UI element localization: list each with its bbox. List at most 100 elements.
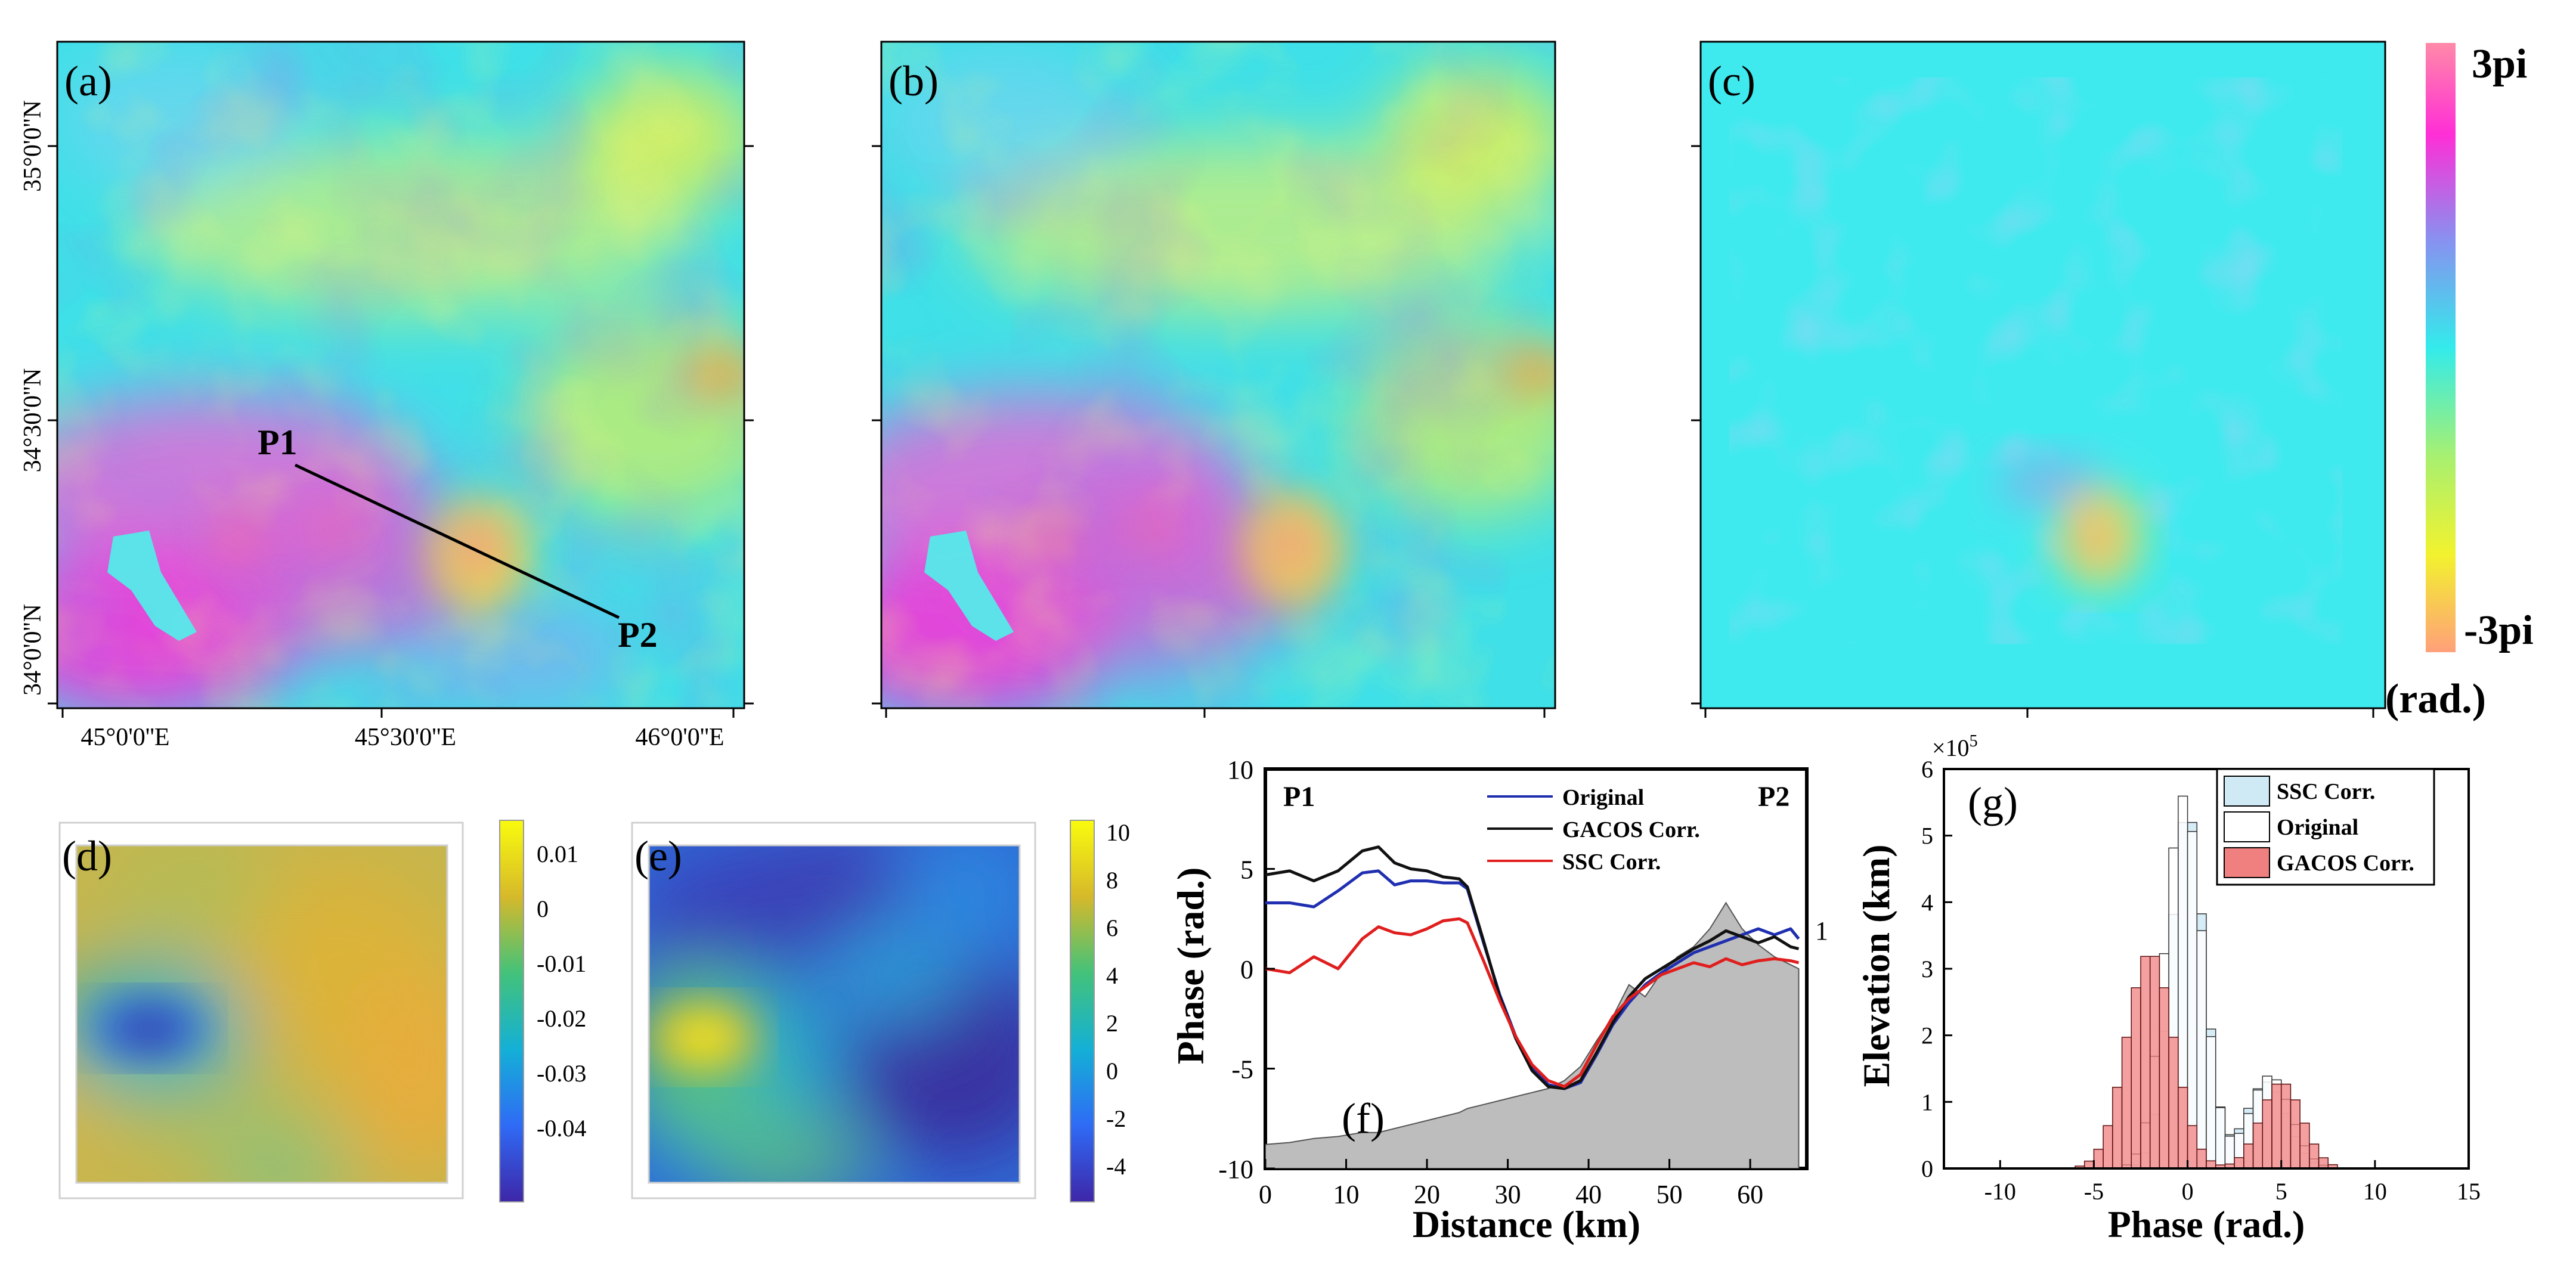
legend-swatch-ssc-hist xyxy=(2224,776,2270,807)
lon-tick-3: 46°0'0''E xyxy=(635,724,724,751)
lon-tick-1: 45°0'0''E xyxy=(80,724,169,751)
colorbar-e-tick-1: 10 xyxy=(1106,819,1130,846)
colorbar-d-tick-2: 0 xyxy=(537,895,549,922)
y-tick-label: 5 xyxy=(1240,855,1253,885)
hist-bar-gacos xyxy=(2093,1148,2104,1169)
x-tick-label: 20 xyxy=(1414,1180,1440,1209)
colorbar-min-label: -3pi xyxy=(2464,607,2534,653)
legend-label-gacos: GACOS Corr. xyxy=(1562,817,1700,842)
x-tick-label: 10 xyxy=(2363,1178,2387,1205)
colorbar-e: 10 8 6 4 2 0 -2 -4 xyxy=(1070,819,1130,1202)
hist-bar-gacos xyxy=(2121,1037,2132,1169)
profile-line xyxy=(294,463,620,619)
legend-label-original-hist: Original xyxy=(2277,815,2358,840)
y-tick-label: 6 xyxy=(1921,756,1933,783)
series-line-gacos xyxy=(1265,845,1800,1090)
hist-bar-gacos xyxy=(2149,956,2160,1169)
chart-g-multiplier: ×105 xyxy=(1932,732,1978,761)
series-line-ssc xyxy=(1265,917,1800,1089)
y-tick-label: 4 xyxy=(1921,889,1933,916)
chart-g-legend: SSC Corr. Original GACOS Corr. xyxy=(2216,768,2435,886)
panel-label-g: (g) xyxy=(1968,779,2018,826)
hist-bar-gacos xyxy=(2196,1148,2207,1169)
hist-bar-gacos xyxy=(2178,1087,2188,1169)
colorbar-d-tick-6: -0.04 xyxy=(537,1115,586,1142)
y-tick-label: 2 xyxy=(1921,1022,1933,1049)
colorbar-e-tick-3: 6 xyxy=(1106,914,1118,941)
panel-label-b: (b) xyxy=(888,57,939,105)
hist-bar-gacos xyxy=(2318,1157,2329,1169)
x-tick-label: 15 xyxy=(2457,1178,2481,1205)
lat-tick-2: 34°30'0''N xyxy=(19,368,47,473)
histogram-g: -10 -5 0 5 10 15 0 1 2 3 4 5 6 (g) ×105 SSC Corr. Or… xyxy=(1855,732,2481,1245)
colorbar-d-tick-3: -0.01 xyxy=(537,950,586,977)
y-tick-label: 5 xyxy=(1921,823,1933,850)
hist-bar-gacos xyxy=(2234,1157,2244,1169)
hist-bar-gacos xyxy=(2280,1083,2292,1169)
hist-bar-gacos xyxy=(2243,1143,2254,1169)
y-tick-label: 1 xyxy=(1921,1089,1933,1115)
map-panel-a: (a) 35°0'0''N 34°30'0''N 34°0'0''N 45°0'… xyxy=(19,41,754,751)
y-tick-label: -10 xyxy=(1218,1155,1253,1184)
lon-tick-2: 45°30'0''E xyxy=(355,724,456,751)
hist-bar-original xyxy=(2187,831,2198,1169)
hist-bar-gacos xyxy=(2159,987,2169,1169)
chart-f-xlabel: Distance (km) xyxy=(1413,1203,1640,1245)
map-panel-b: (b) xyxy=(872,41,1556,718)
legend-label-gacos-hist: GACOS Corr. xyxy=(2277,851,2414,876)
panel-label-f: (f) xyxy=(1342,1095,1385,1142)
phase-colorbar: 3pi -3pi (rad.) xyxy=(2385,41,2534,722)
hist-bar-gacos xyxy=(2290,1099,2301,1169)
legend-label-ssc: SSC Corr. xyxy=(1562,850,1661,875)
x-tick-label: 40 xyxy=(1575,1180,1602,1209)
line-chart-f: 0 10 20 30 40 50 60 -10 -5 0 5 10 P1 P2 Original GA… xyxy=(1169,755,1828,1245)
y-tick-label: 0 xyxy=(1240,955,1253,984)
hist-bar-original xyxy=(2215,1107,2226,1169)
colorbar-unit-label: (rad.) xyxy=(2385,676,2486,722)
hist-bar-gacos xyxy=(2271,1083,2282,1169)
hist-bar-gacos xyxy=(2262,1099,2272,1169)
panel-label-c: (c) xyxy=(1708,57,1755,105)
chart-f-right-tick: 1 xyxy=(1815,916,1828,946)
chart-f-ylabel: Phase (rad.) xyxy=(1169,867,1212,1065)
hist-bar-original xyxy=(2206,1036,2216,1169)
chart-f-legend: Original GACOS Corr. SSC Corr. xyxy=(1487,785,1700,875)
x-tick-label: 0 xyxy=(1259,1180,1272,1209)
hist-bar-gacos xyxy=(2103,1125,2113,1169)
hist-bar-gacos xyxy=(2112,1087,2123,1169)
x-tick-label: 10 xyxy=(1333,1180,1360,1209)
map-panel-d: (d) xyxy=(58,822,464,1199)
lat-tick-1: 35°0'0''N xyxy=(19,100,47,192)
y-tick-label: 3 xyxy=(1921,956,1933,982)
hist-bar-gacos xyxy=(2187,1125,2198,1169)
y-tick-label: 0 xyxy=(1921,1155,1933,1182)
colorbar-e-tick-7: -2 xyxy=(1106,1105,1126,1132)
colorbar-e-tick-6: 0 xyxy=(1106,1058,1118,1084)
colorbar-d-tick-1: 0.01 xyxy=(537,841,578,867)
hist-bar-original xyxy=(2196,930,2207,1169)
x-tick-label: -10 xyxy=(1984,1178,2016,1205)
hist-bar-gacos xyxy=(2252,1123,2264,1169)
panel-label-d: (d) xyxy=(62,832,112,880)
colorbar-e-tick-2: 8 xyxy=(1106,867,1118,894)
panel-label-a: (a) xyxy=(64,57,112,105)
colorbar-max-label: 3pi xyxy=(2472,41,2527,87)
x-tick-label: 30 xyxy=(1495,1180,1521,1209)
legend-label-ssc-hist: SSC Corr. xyxy=(2277,779,2375,804)
chart-g-ylabel: Elevation (km) xyxy=(1855,844,1897,1087)
colorbar-e-tick-5: 2 xyxy=(1106,1010,1118,1037)
map-c-ticks xyxy=(1691,145,2374,718)
x-tick-label: 50 xyxy=(1657,1180,1683,1209)
profile-end-label: P2 xyxy=(618,615,658,655)
legend-label-original: Original xyxy=(1562,785,1644,810)
y-tick-label: -5 xyxy=(1231,1055,1253,1084)
profile-start-label: P1 xyxy=(258,423,298,462)
hist-bar-gacos xyxy=(2299,1123,2310,1169)
legend-swatch-gacos-hist xyxy=(2224,847,2270,878)
hist-bar-gacos xyxy=(2168,1037,2179,1169)
x-tick-label: -5 xyxy=(2084,1178,2104,1205)
colorbar-d-tick-5: -0.03 xyxy=(537,1060,586,1087)
colorbar-d: 0.01 0 -0.01 -0.02 -0.03 -0.04 xyxy=(499,820,586,1202)
x-tick-label: 60 xyxy=(1737,1180,1763,1209)
